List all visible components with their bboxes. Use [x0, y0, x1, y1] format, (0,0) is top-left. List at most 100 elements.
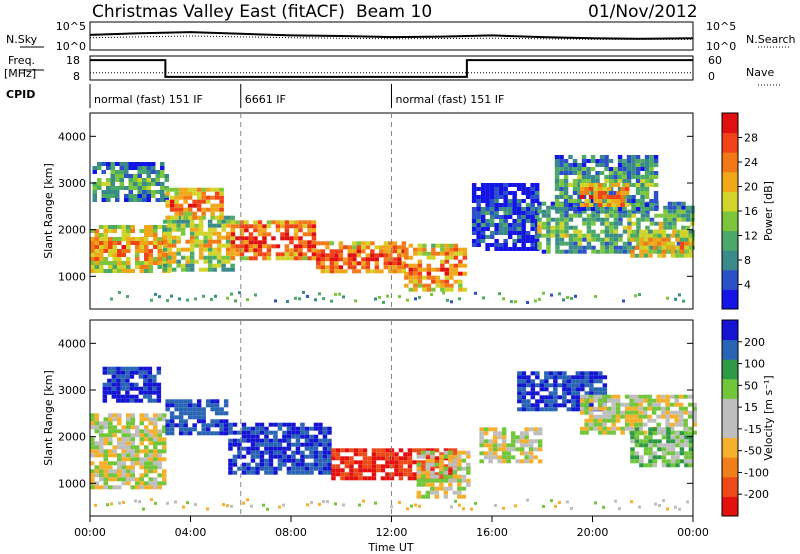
heatmap-cell [591, 249, 596, 254]
heatmap-cell [171, 255, 177, 260]
heatmap-cell [537, 241, 542, 246]
heatmap-cell [112, 417, 117, 422]
heatmap-cell [125, 386, 130, 391]
heatmap-cell [352, 249, 357, 254]
heatmap-cell [307, 220, 312, 225]
date-label: 01/Nov/2012 [588, 2, 698, 22]
heatmap-cell [397, 245, 402, 250]
heatmap-cell [586, 159, 591, 163]
heatmap-cell [530, 403, 536, 408]
heatmap-cell [611, 418, 616, 423]
heatmap-cell [356, 253, 362, 258]
heatmap-cell [534, 219, 540, 223]
heatmap-cell [516, 215, 522, 219]
heatmap-cell [489, 223, 495, 227]
heatmap-cell [444, 267, 450, 272]
heatmap-cell [597, 195, 603, 199]
heatmap-cell [219, 211, 224, 216]
colorbar-swatch [722, 191, 738, 212]
heatmap-cell [555, 241, 560, 246]
noise-series-line [89, 31, 694, 40]
heatmap-cell [588, 203, 594, 207]
heatmap-cell [404, 251, 409, 256]
heatmap-cell [153, 241, 158, 245]
heatmap-cell [544, 387, 549, 392]
heatmap-cell [577, 233, 583, 238]
heatmap-cell [687, 410, 693, 415]
heatmap-cell [408, 267, 414, 272]
heatmap-cell [521, 211, 526, 215]
heatmap-cell [253, 252, 258, 257]
heatmap-cell [110, 170, 115, 174]
heatmap-cell [571, 375, 576, 380]
heatmap-cell [497, 447, 502, 452]
heatmap-cell [635, 163, 641, 167]
heatmap-cell [430, 462, 435, 467]
heatmap-cell [153, 413, 158, 418]
heatmap-cell [135, 485, 140, 490]
heatmap-cell [528, 439, 534, 444]
heatmap-cell [615, 414, 621, 419]
heatmap-cell [401, 245, 407, 250]
heatmap-cell [568, 217, 574, 222]
heatmap-cell [566, 379, 572, 384]
heatmap-cell [156, 398, 162, 403]
heatmap-cell [563, 199, 569, 203]
heatmap-cell [537, 431, 543, 436]
heatmap-cell [221, 223, 226, 228]
heatmap-cell [639, 455, 644, 460]
heatmap-cell [162, 261, 167, 265]
heatmap-cell [564, 233, 569, 238]
heatmap-cell [102, 382, 108, 387]
heatmap-cell [169, 203, 175, 208]
heatmap-cell [137, 190, 142, 194]
heatmap-cell [457, 462, 462, 467]
heatmap-cell [684, 443, 689, 448]
heatmap-cell [343, 245, 348, 250]
colorbar-swatch [722, 230, 738, 251]
heatmap-cell [398, 500, 401, 504]
heatmap-cell [383, 241, 389, 246]
heatmap-cell [126, 473, 131, 478]
heatmap-cell [670, 439, 676, 444]
heatmap-cell [630, 253, 635, 258]
heatmap-cell [498, 191, 504, 195]
heatmap-cell [143, 394, 148, 399]
heatmap-cell [309, 438, 314, 443]
heatmap-cell [501, 443, 507, 448]
heatmap-cell [631, 207, 636, 211]
heatmap-cell [577, 191, 582, 195]
heatmap-cell [403, 456, 408, 461]
heatmap-cell [183, 195, 188, 200]
heatmap-cell [210, 297, 213, 301]
heatmap-cell [572, 207, 578, 211]
heatmap-cell [537, 217, 542, 222]
heatmap-cell [398, 468, 404, 473]
heatmap-cell [575, 399, 581, 404]
heatmap-cell [365, 269, 371, 274]
heatmap-cell [648, 431, 653, 436]
heatmap-cell [126, 465, 131, 470]
heatmap-cell [440, 251, 445, 256]
heatmap-cell [316, 241, 321, 246]
heatmap-cell [627, 229, 632, 234]
freq-tick-high: 18 [66, 54, 80, 67]
heatmap-cell [615, 199, 621, 203]
heatmap-cell [480, 183, 486, 187]
heatmap-cell [503, 243, 508, 247]
heatmap-cell [155, 170, 160, 174]
heatmap-cell [593, 187, 598, 191]
heatmap-cell [672, 229, 677, 234]
heatmap-cell [563, 207, 569, 211]
heatmap-cell [599, 159, 605, 163]
heatmap-cell [501, 455, 507, 460]
heatmap-cell [282, 454, 287, 459]
heatmap-cell [679, 249, 685, 254]
heatmap-cell [187, 187, 193, 192]
heatmap-cell [167, 263, 172, 268]
heatmap-cell [526, 391, 531, 396]
heatmap-cell [494, 215, 499, 219]
heatmap-cell [277, 454, 283, 459]
heatmap-cell [609, 249, 614, 254]
heatmap-cell [282, 450, 287, 455]
